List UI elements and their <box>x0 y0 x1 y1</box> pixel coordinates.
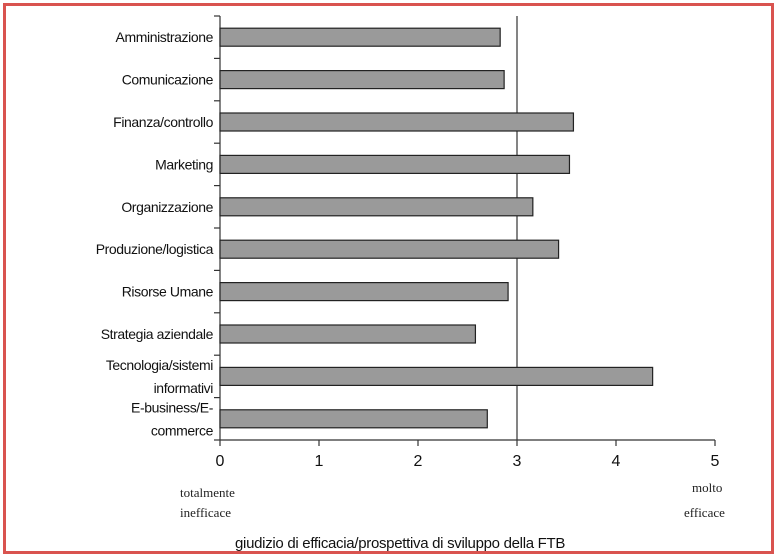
category-label: Risorse Umane <box>122 284 214 300</box>
category-label: Marketing <box>155 156 213 172</box>
bar <box>219 197 534 217</box>
category-label: Strategia aziendale <box>101 326 214 342</box>
scale-low-label-line2: inefficace <box>180 505 231 520</box>
chart-frame <box>3 3 774 554</box>
category-label: Tecnologia/sistemi <box>106 357 213 373</box>
scale-high-label-line1: molto <box>692 480 722 495</box>
x-tick-label: 2 <box>414 453 423 470</box>
bar <box>219 324 477 344</box>
scale-high-label-line2: efficace <box>684 505 725 520</box>
x-tick-label: 0 <box>216 453 225 470</box>
bar <box>219 239 560 259</box>
bar <box>219 27 501 47</box>
category-label: Organizzazione <box>121 199 213 215</box>
category-label: Comunicazione <box>122 72 214 88</box>
bar <box>219 366 654 386</box>
bar <box>219 282 509 302</box>
x-tick-label: 3 <box>513 453 522 470</box>
category-label: commerce <box>151 422 214 438</box>
x-tick-label: 5 <box>711 453 720 470</box>
bar <box>219 112 575 132</box>
x-tick-label: 1 <box>315 453 324 470</box>
category-label: informativi <box>154 380 214 396</box>
bar <box>219 69 505 90</box>
x-axis-title: giudizio di efficacia/prospettiva di svi… <box>235 535 565 552</box>
bar <box>219 154 571 174</box>
category-label: E-business/E- <box>131 399 214 415</box>
category-label: Finanza/controllo <box>113 114 213 130</box>
scale-low-label-line1: totalmente <box>180 485 235 500</box>
bar <box>219 409 488 429</box>
category-label: Produzione/logistica <box>96 241 214 257</box>
category-label: Amministrazione <box>116 29 214 45</box>
x-tick-label: 4 <box>612 453 621 470</box>
